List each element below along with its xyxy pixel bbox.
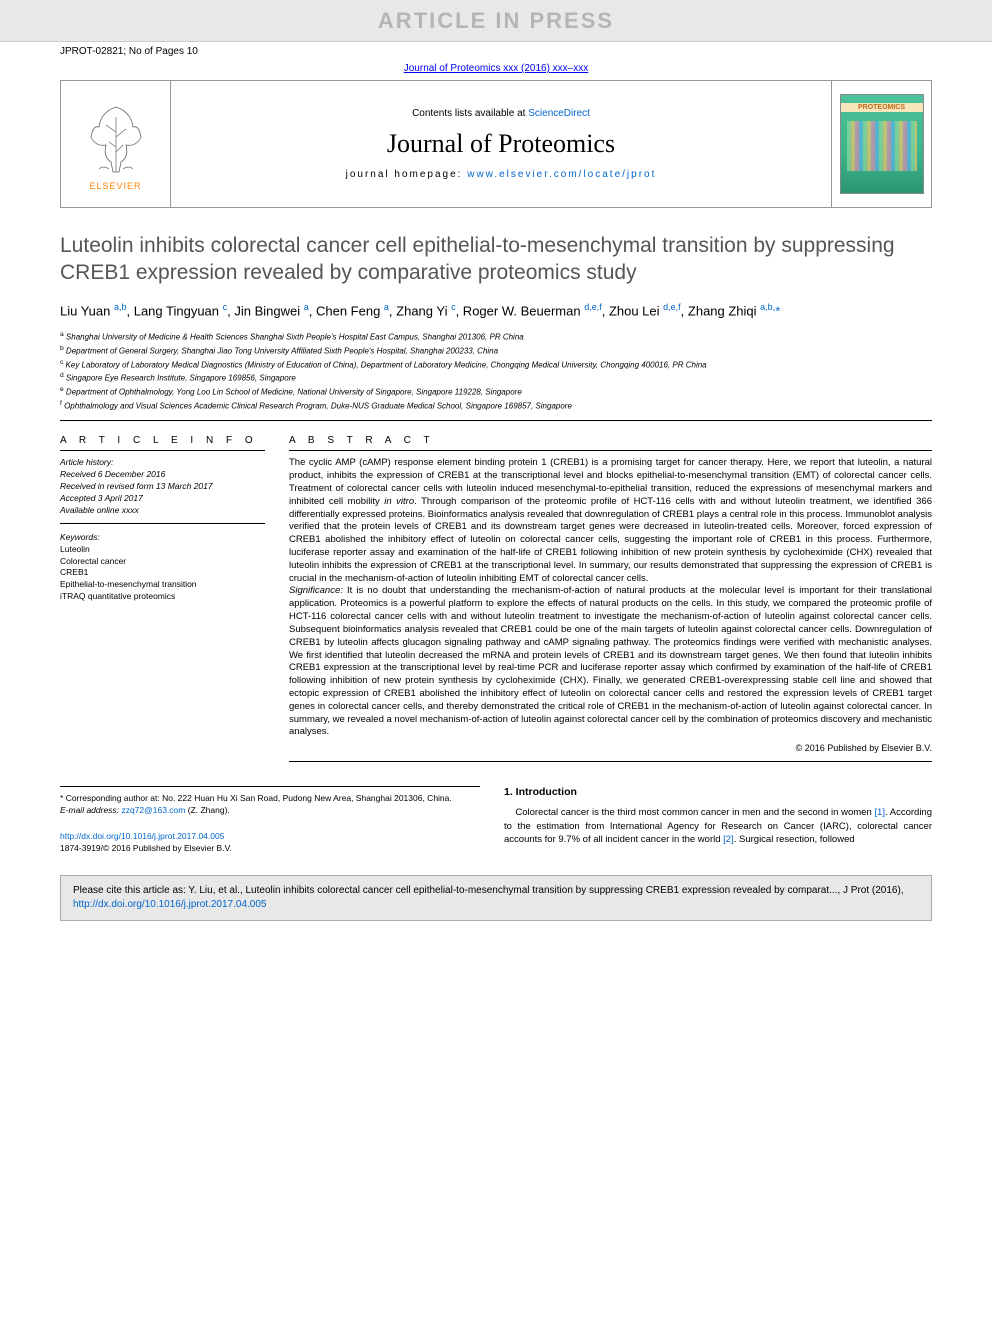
corr-who: (Z. Zhang). — [188, 805, 230, 815]
article-title: Luteolin inhibits colorectal cancer cell… — [60, 232, 932, 287]
keyword-item: Colorectal cancer — [60, 556, 265, 568]
elsevier-logo: ELSEVIER — [61, 81, 171, 207]
issn-line: 1874-3919/© 2016 Published by Elsevier B… — [60, 843, 232, 853]
introduction-text: Colorectal cancer is the third most comm… — [504, 806, 932, 846]
doi-link[interactable]: http://dx.doi.org/10.1016/j.jprot.2017.0… — [60, 831, 224, 841]
abstract-label: A B S T R A C T — [289, 435, 932, 451]
elsevier-tree-icon — [81, 97, 151, 177]
author-list: Liu Yuan a,b, Lang Tingyuan c, Jin Bingw… — [60, 301, 932, 321]
affiliations: a Shanghai University of Medicine & Heal… — [60, 330, 932, 421]
keywords-label: Keywords: — [60, 532, 265, 544]
journal-header-box: ELSEVIER Contents lists available at Sci… — [60, 80, 932, 208]
banner-text: ARTICLE IN PRESS — [378, 8, 614, 34]
journal-cover: PROTEOMICS — [831, 81, 931, 207]
corr-text: Corresponding author at: No. 222 Huan Hu… — [66, 793, 452, 803]
keyword-item: Luteolin — [60, 544, 265, 556]
citation-box: Please cite this article as: Y. Liu, et … — [60, 875, 932, 921]
sciencedirect-link[interactable]: ScienceDirect — [528, 108, 590, 119]
keyword-item: CREB1 — [60, 567, 265, 579]
contents-prefix: Contents lists available at — [412, 108, 528, 119]
header-row: JPROT-02821; No of Pages 10 — [0, 42, 992, 57]
copyright-line: © 2016 Published by Elsevier B.V. — [289, 743, 932, 762]
ref-2-link[interactable]: [2] — [723, 834, 734, 845]
article-in-press-banner: ARTICLE IN PRESS — [0, 0, 992, 42]
journal-reference: Journal of Proteomics xxx (2016) xxx–xxx — [0, 63, 992, 74]
cite-text: Please cite this article as: Y. Liu, et … — [73, 885, 904, 896]
revised-date: Received in revised form 13 March 2017 — [60, 481, 265, 493]
elsevier-label: ELSEVIER — [89, 181, 141, 191]
corr-email-link[interactable]: zzq72@163.com — [121, 805, 185, 815]
history-label: Article history: — [60, 457, 265, 469]
ref-1-link[interactable]: [1] — [874, 807, 885, 818]
cover-title: PROTEOMICS — [841, 103, 923, 112]
keyword-item: iTRAQ quantitative proteomics — [60, 591, 265, 603]
accepted-date: Accepted 3 April 2017 — [60, 493, 265, 505]
keywords-block: Keywords: LuteolinColorectal cancerCREB1… — [60, 532, 265, 603]
article-info-label: A R T I C L E I N F O — [60, 435, 265, 451]
article-id: JPROT-02821; No of Pages 10 — [60, 46, 198, 57]
journal-title: Journal of Proteomics — [387, 129, 615, 159]
homepage-label: journal homepage: — [346, 169, 468, 180]
corresponding-author: * Corresponding author at: No. 222 Huan … — [60, 793, 480, 817]
article-history: Article history: Received 6 December 201… — [60, 457, 265, 523]
journal-ref-link[interactable]: Journal of Proteomics xxx (2016) xxx–xxx — [404, 63, 589, 74]
cite-doi-link[interactable]: http://dx.doi.org/10.1016/j.jprot.2017.0… — [73, 899, 266, 910]
doi-block: http://dx.doi.org/10.1016/j.jprot.2017.0… — [60, 831, 480, 855]
journal-homepage: journal homepage: www.elsevier.com/locat… — [346, 169, 657, 180]
introduction-heading: 1. Introduction — [504, 786, 932, 798]
email-label: E-mail address: — [60, 805, 119, 815]
contents-list-line: Contents lists available at ScienceDirec… — [412, 108, 590, 119]
online-date: Available online xxxx — [60, 505, 265, 517]
received-date: Received 6 December 2016 — [60, 469, 265, 481]
journal-center: Contents lists available at ScienceDirec… — [171, 81, 831, 207]
homepage-link[interactable]: www.elsevier.com/locate/jprot — [467, 169, 656, 180]
cover-image: PROTEOMICS — [840, 94, 924, 194]
keyword-item: Epithelial-to-mesenchymal transition — [60, 579, 265, 591]
corr-star: * — [60, 793, 63, 803]
abstract-text: The cyclic AMP (cAMP) response element b… — [289, 457, 932, 739]
